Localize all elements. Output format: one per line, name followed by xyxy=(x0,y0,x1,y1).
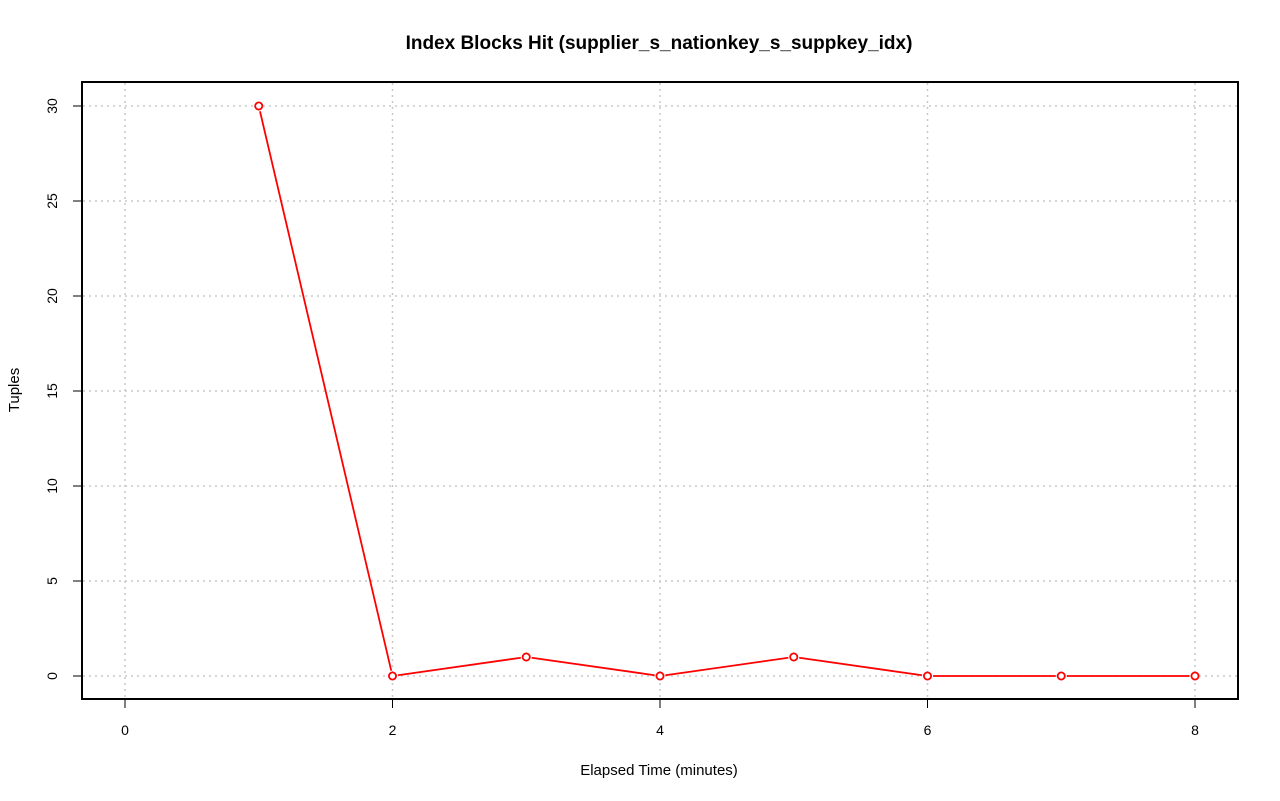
series-line-segment xyxy=(531,656,655,677)
data-point xyxy=(923,671,933,681)
data-point xyxy=(254,101,264,111)
chart-title: Index Blocks Hit (supplier_s_nationkey_s… xyxy=(406,33,913,54)
grid xyxy=(83,83,1237,698)
y-tick-label: 15 xyxy=(44,383,60,399)
y-axis-label: Tuples xyxy=(6,368,23,412)
x-tick-label: 2 xyxy=(389,722,397,738)
data-point xyxy=(655,671,665,681)
y-tick-label: 10 xyxy=(44,478,60,494)
data-point xyxy=(789,652,799,662)
data-point xyxy=(1190,671,1200,681)
series-line-segment xyxy=(665,656,789,677)
y-tick-label: 20 xyxy=(44,288,60,304)
x-tick-label: 8 xyxy=(1191,722,1199,738)
x-axis: 0 2 4 6 8 xyxy=(121,698,1199,738)
y-tick-label: 25 xyxy=(44,193,60,209)
y-axis: 0 5 10 15 20 25 30 xyxy=(44,98,83,680)
series-group xyxy=(254,101,1200,681)
data-point xyxy=(521,652,531,662)
y-tick-label: 5 xyxy=(44,577,60,585)
y-tick-label: 0 xyxy=(44,672,60,680)
series-line-segment xyxy=(799,656,923,677)
x-tick-label: 4 xyxy=(656,722,664,738)
x-tick-label: 6 xyxy=(924,722,932,738)
x-axis-label: Elapsed Time (minutes) xyxy=(580,762,738,779)
series-line-segment xyxy=(397,656,521,677)
y-tick-label: 30 xyxy=(44,98,60,114)
data-point xyxy=(1056,671,1066,681)
series-line-segment xyxy=(259,111,393,671)
data-point xyxy=(387,671,397,681)
x-tick-label: 0 xyxy=(121,722,129,738)
